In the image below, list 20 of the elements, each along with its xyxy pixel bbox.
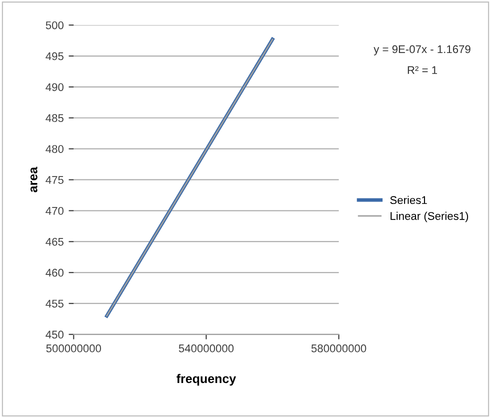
text: R² = 1 bbox=[408, 66, 437, 74]
y-tick-label: 470 bbox=[46, 206, 64, 215]
y-axis-title: area bbox=[30, 166, 38, 192]
y-tick-label: 490 bbox=[46, 83, 64, 92]
text: y = 9E-07x - 1.1679 bbox=[374, 45, 470, 56]
x-tick-label: 500000000 bbox=[46, 344, 102, 352]
x-tick-label: 540000000 bbox=[178, 344, 234, 352]
y-tick-label: 465 bbox=[46, 238, 64, 246]
y-tick-label: 495 bbox=[46, 52, 64, 60]
x-axis-title: frequency bbox=[176, 374, 236, 386]
legend-label: Linear (Series1) bbox=[390, 212, 468, 222]
y-tick-label: 475 bbox=[46, 176, 64, 184]
x-tick-label: 580000000 bbox=[311, 344, 366, 352]
y-tick-label: 450 bbox=[46, 330, 64, 339]
y-tick-label: 460 bbox=[46, 268, 64, 277]
legend-label: Series1 bbox=[390, 196, 427, 204]
y-tick-label: 485 bbox=[46, 114, 64, 122]
y-tick-label: 480 bbox=[46, 145, 64, 153]
y-tick-label: 500 bbox=[46, 21, 64, 30]
y-tick-label: 455 bbox=[46, 300, 64, 308]
